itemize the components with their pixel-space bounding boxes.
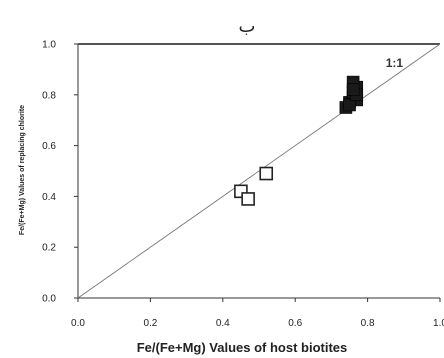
x-axis-label: Fe/(Fe+Mg) Values of host biotites <box>137 340 348 355</box>
x-tick-label: 0.6 <box>288 318 302 329</box>
one-to-one-label: 1:1 <box>386 56 404 70</box>
x-tick-label: 1.0 <box>433 318 444 329</box>
data-point <box>346 83 360 97</box>
data-point <box>241 192 255 206</box>
y-tick-label: 0.2 <box>42 243 56 254</box>
y-tick-label: 0.0 <box>42 294 56 305</box>
x-tick-label: 0.2 <box>143 318 157 329</box>
x-tick-label: 0.0 <box>71 318 85 329</box>
plot-area <box>77 43 440 299</box>
y-tick-label: 1.0 <box>42 40 56 51</box>
y-axis-label: Fe/(Fe+Mg) Values of replacing chlorite <box>19 105 26 235</box>
x-tick-group: 0.0 0.2 0.4 0.6 0.8 1.0 <box>71 298 444 329</box>
y-tick-label: 0.4 <box>42 192 56 203</box>
y-tick-label: 0.6 <box>42 141 56 152</box>
x-tick-label: 0.8 <box>361 318 375 329</box>
one-to-one-line <box>77 43 441 299</box>
data-point <box>343 98 356 112</box>
x-tick-label: 0.4 <box>216 318 230 329</box>
y-tick-group: 0.0 0.2 0.4 0.6 0.8 1.0 <box>42 40 78 305</box>
data-point <box>259 166 274 181</box>
chart-title: ب <box>239 16 256 37</box>
data-points <box>234 75 364 206</box>
y-tick-label: 0.8 <box>42 90 56 101</box>
